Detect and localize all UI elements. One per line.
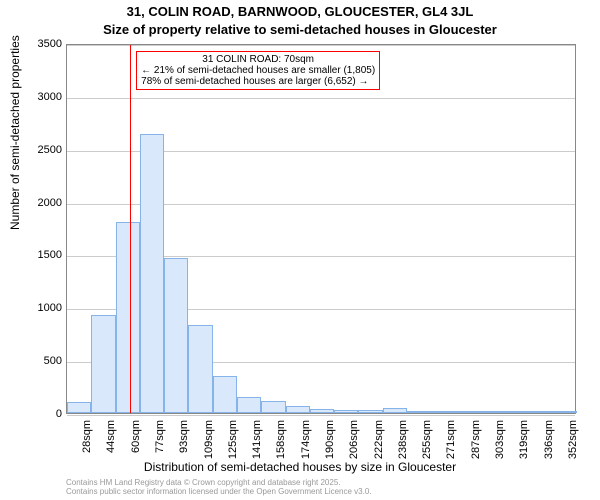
bar — [480, 411, 504, 413]
bar — [358, 410, 382, 413]
y-tick: 500 — [12, 355, 62, 367]
y-tick: 0 — [12, 408, 62, 420]
bar — [116, 222, 140, 413]
bar — [67, 402, 91, 413]
bar — [528, 411, 552, 413]
x-tick: 336sqm — [543, 420, 555, 459]
bar — [310, 409, 334, 413]
bars-layer — [67, 45, 575, 413]
x-tick: 206sqm — [348, 420, 360, 459]
chart-title-line1: 31, COLIN ROAD, BARNWOOD, GLOUCESTER, GL… — [0, 4, 600, 19]
x-axis-label: Distribution of semi-detached houses by … — [0, 460, 600, 474]
bar — [261, 401, 285, 413]
x-tick: 44sqm — [105, 420, 117, 453]
bar — [188, 325, 212, 413]
chart-container: 31, COLIN ROAD, BARNWOOD, GLOUCESTER, GL… — [0, 0, 600, 500]
y-tick: 1000 — [12, 302, 62, 314]
x-tick: 319sqm — [518, 420, 530, 459]
x-tick: 255sqm — [421, 420, 433, 459]
x-tick: 141sqm — [251, 420, 263, 459]
bar — [431, 411, 455, 413]
x-tick: 158sqm — [275, 420, 287, 459]
x-tick: 287sqm — [470, 420, 482, 459]
bar — [504, 411, 528, 413]
plot-area: 31 COLIN ROAD: 70sqm← 21% of semi-detach… — [66, 44, 576, 414]
bar — [237, 397, 261, 413]
x-tick: 190sqm — [324, 420, 336, 459]
bar — [407, 411, 431, 413]
annotation-line: ← 21% of semi-detached houses are smalle… — [141, 65, 375, 76]
footer-line2: Contains public sector information licen… — [66, 487, 372, 496]
x-tick: 109sqm — [203, 420, 215, 459]
y-tick: 1500 — [12, 249, 62, 261]
bar — [383, 408, 407, 413]
footer-text: Contains HM Land Registry data © Crown c… — [66, 478, 372, 496]
x-tick: 125sqm — [227, 420, 239, 459]
bar — [553, 411, 577, 413]
bar — [91, 315, 115, 413]
bar — [456, 411, 480, 413]
bar — [286, 406, 310, 413]
x-tick: 352sqm — [567, 420, 579, 459]
chart-title-line2: Size of property relative to semi-detach… — [0, 22, 600, 37]
bar — [140, 134, 164, 413]
annotation-line: 78% of semi-detached houses are larger (… — [141, 76, 375, 87]
x-tick: 222sqm — [373, 420, 385, 459]
annotation-box: 31 COLIN ROAD: 70sqm← 21% of semi-detach… — [136, 51, 380, 90]
x-tick: 271sqm — [445, 420, 457, 459]
bar — [164, 258, 188, 413]
x-tick: 303sqm — [494, 420, 506, 459]
x-tick: 77sqm — [154, 420, 166, 453]
annotation-line: 31 COLIN ROAD: 70sqm — [141, 54, 375, 65]
x-tick: 60sqm — [130, 420, 142, 453]
x-tick: 238sqm — [397, 420, 409, 459]
y-axis-label: Number of semi-detached properties — [8, 35, 22, 230]
bar — [334, 410, 358, 413]
gridline — [67, 415, 575, 416]
x-tick: 28sqm — [81, 420, 93, 453]
x-tick: 93sqm — [178, 420, 190, 453]
highlight-vertical-line — [130, 45, 131, 413]
bar — [213, 376, 237, 413]
footer-line1: Contains HM Land Registry data © Crown c… — [66, 478, 372, 487]
x-tick: 174sqm — [300, 420, 312, 459]
